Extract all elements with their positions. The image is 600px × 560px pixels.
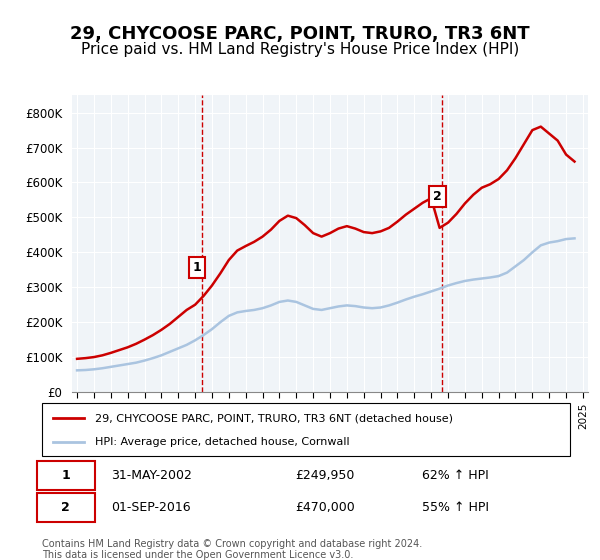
Text: 62% ↑ HPI: 62% ↑ HPI <box>422 469 489 482</box>
FancyBboxPatch shape <box>42 403 570 456</box>
Text: Price paid vs. HM Land Registry's House Price Index (HPI): Price paid vs. HM Land Registry's House … <box>81 42 519 57</box>
Text: £249,950: £249,950 <box>295 469 355 482</box>
FancyBboxPatch shape <box>37 460 95 490</box>
Text: £470,000: £470,000 <box>295 501 355 514</box>
Text: 29, CHYCOOSE PARC, POINT, TRURO, TR3 6NT (detached house): 29, CHYCOOSE PARC, POINT, TRURO, TR3 6NT… <box>95 413 453 423</box>
Text: 01-SEP-2016: 01-SEP-2016 <box>110 501 190 514</box>
Text: 2: 2 <box>61 501 70 514</box>
Text: HPI: Average price, detached house, Cornwall: HPI: Average price, detached house, Corn… <box>95 436 349 446</box>
FancyBboxPatch shape <box>37 493 95 522</box>
Text: 2: 2 <box>433 190 442 203</box>
Text: 31-MAY-2002: 31-MAY-2002 <box>110 469 191 482</box>
Text: 1: 1 <box>193 261 202 274</box>
Text: 1: 1 <box>61 469 70 482</box>
Text: 55% ↑ HPI: 55% ↑ HPI <box>422 501 489 514</box>
Text: 29, CHYCOOSE PARC, POINT, TRURO, TR3 6NT: 29, CHYCOOSE PARC, POINT, TRURO, TR3 6NT <box>70 25 530 43</box>
Text: Contains HM Land Registry data © Crown copyright and database right 2024.
This d: Contains HM Land Registry data © Crown c… <box>42 539 422 560</box>
